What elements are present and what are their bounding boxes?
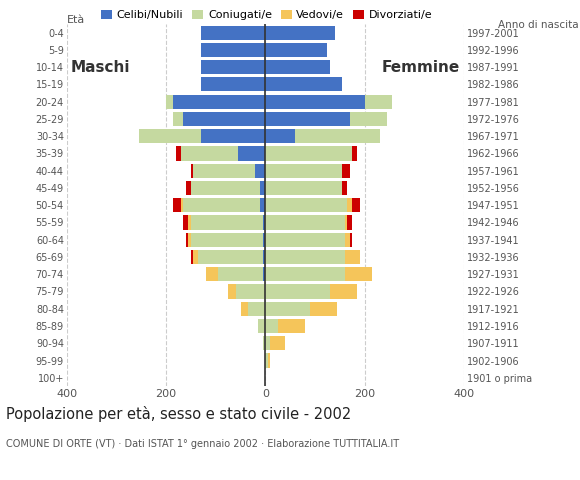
Bar xyxy=(201,77,266,92)
Bar xyxy=(266,198,347,212)
Bar xyxy=(241,301,248,316)
Bar xyxy=(218,267,263,281)
Bar xyxy=(206,267,218,281)
Bar xyxy=(266,319,278,333)
Bar xyxy=(191,181,260,195)
Bar xyxy=(266,267,345,281)
Bar xyxy=(181,146,238,160)
Bar xyxy=(345,250,360,264)
Bar xyxy=(345,233,350,247)
Bar xyxy=(183,216,188,229)
Text: COMUNE DI ORTE (VT) · Dati ISTAT 1° gennaio 2002 · Elaborazione TUTTITALIA.IT: COMUNE DI ORTE (VT) · Dati ISTAT 1° genn… xyxy=(6,439,399,449)
Bar xyxy=(347,216,352,229)
Bar xyxy=(191,233,263,247)
Bar xyxy=(191,216,263,229)
Bar xyxy=(201,25,266,40)
Bar xyxy=(166,95,173,109)
Bar xyxy=(266,60,330,74)
Text: Femmine: Femmine xyxy=(382,60,460,75)
Bar xyxy=(266,233,345,247)
Bar xyxy=(248,301,266,316)
Bar xyxy=(365,95,392,109)
Bar xyxy=(188,216,191,229)
Bar xyxy=(183,112,266,126)
Bar xyxy=(345,267,372,281)
Bar xyxy=(266,216,345,229)
Bar xyxy=(238,146,266,160)
Bar xyxy=(266,112,350,126)
Bar xyxy=(263,250,266,264)
Bar xyxy=(350,112,387,126)
Bar xyxy=(263,336,266,350)
Bar xyxy=(270,336,285,350)
Bar xyxy=(310,301,338,316)
Bar xyxy=(266,285,330,299)
Bar xyxy=(350,233,352,247)
Bar xyxy=(183,198,260,212)
Bar xyxy=(176,146,181,160)
Bar xyxy=(193,250,198,264)
Bar xyxy=(263,216,266,229)
Bar xyxy=(266,164,342,178)
Text: Età: Età xyxy=(67,15,85,25)
Bar xyxy=(266,353,268,368)
Bar xyxy=(139,129,201,143)
Bar xyxy=(266,301,310,316)
Bar xyxy=(266,146,352,160)
Bar xyxy=(186,233,188,247)
Bar xyxy=(266,250,345,264)
Bar xyxy=(181,198,183,212)
Bar xyxy=(266,77,342,92)
Bar xyxy=(188,233,191,247)
Bar xyxy=(191,164,193,178)
Bar xyxy=(228,285,235,299)
Bar xyxy=(278,319,305,333)
Bar xyxy=(342,164,350,178)
Bar xyxy=(198,250,263,264)
Bar xyxy=(266,129,295,143)
Bar xyxy=(263,233,266,247)
Bar xyxy=(342,181,347,195)
Bar xyxy=(201,129,266,143)
Text: Popolazione per età, sesso e stato civile - 2002: Popolazione per età, sesso e stato civil… xyxy=(6,406,351,421)
Bar xyxy=(173,95,266,109)
Bar xyxy=(266,43,328,57)
Bar xyxy=(191,250,193,264)
Bar xyxy=(173,198,181,212)
Bar xyxy=(260,198,266,212)
Bar xyxy=(295,129,379,143)
Bar xyxy=(260,181,266,195)
Bar xyxy=(352,146,357,160)
Bar xyxy=(268,353,270,368)
Bar xyxy=(266,95,365,109)
Text: Maschi: Maschi xyxy=(71,60,130,75)
Bar xyxy=(352,198,360,212)
Bar xyxy=(201,43,266,57)
Bar xyxy=(235,285,266,299)
Bar xyxy=(266,336,270,350)
Bar xyxy=(330,285,357,299)
Bar xyxy=(266,181,342,195)
Bar xyxy=(258,319,266,333)
Bar xyxy=(345,216,347,229)
Text: Anno di nascita: Anno di nascita xyxy=(498,20,579,30)
Bar xyxy=(173,112,183,126)
Bar xyxy=(347,198,352,212)
Bar xyxy=(201,60,266,74)
Bar xyxy=(263,267,266,281)
Bar xyxy=(193,164,255,178)
Bar xyxy=(255,164,266,178)
Legend: Celibi/Nubili, Coniugati/e, Vedovi/e, Divorziati/e: Celibi/Nubili, Coniugati/e, Vedovi/e, Di… xyxy=(97,6,437,25)
Bar xyxy=(266,25,335,40)
Bar xyxy=(186,181,191,195)
